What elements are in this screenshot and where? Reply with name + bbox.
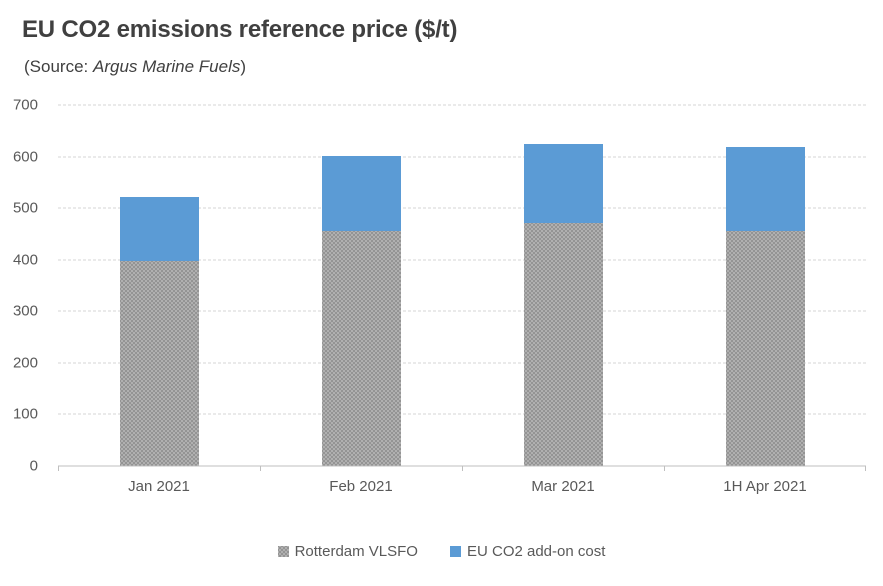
bar-jan-2021 <box>119 196 199 466</box>
y-tick-label-700: 700 <box>12 96 38 114</box>
gridline-600 <box>58 156 866 158</box>
gridline-700 <box>58 104 866 106</box>
gridline-100 <box>58 413 866 415</box>
category-slot-feb-2021 <box>260 105 462 466</box>
gridline-300 <box>58 310 866 312</box>
bar-segment-rotterdam-vlsfo-feb-2021 <box>321 230 401 466</box>
subtitle-source: Argus Marine Fuels <box>92 57 241 76</box>
x-axis-tick <box>865 466 866 471</box>
x-axis-tick <box>260 466 261 471</box>
bars <box>58 105 866 466</box>
x-tick-label-mar-2021: Mar 2021 <box>531 478 595 495</box>
x-tick-label-1h-apr-2021: 1H Apr 2021 <box>723 478 807 495</box>
category-slot-mar-2021 <box>462 105 664 466</box>
legend-label-eu-co2-add-on-cost: EU CO2 add-on cost <box>466 543 606 560</box>
gridline-200 <box>58 362 866 364</box>
bar-segment-eu-co2-add-on-cost-mar-2021 <box>523 144 603 223</box>
y-tick-label-500: 500 <box>12 199 38 217</box>
bar-segment-rotterdam-vlsfo-1h-apr-2021 <box>725 231 805 466</box>
category-slot-jan-2021 <box>58 105 260 466</box>
y-tick-label-0: 0 <box>29 457 38 475</box>
y-tick-label-100: 100 <box>12 405 38 423</box>
y-axis-labels: 0 100 200 300 400 500 600 700 <box>0 97 46 475</box>
bar-feb-2021 <box>321 156 401 466</box>
plot-area <box>58 104 866 467</box>
legend-item-eu-co2-add-on-cost: EU CO2 add-on cost <box>449 543 606 560</box>
y-tick-label-300: 300 <box>12 302 38 320</box>
y-tick-label-400: 400 <box>12 251 38 269</box>
y-tick-label-600: 600 <box>12 148 38 166</box>
bar-segment-eu-co2-add-on-cost-1h-apr-2021 <box>725 146 805 232</box>
bar-segment-rotterdam-vlsfo-jan-2021 <box>119 261 199 466</box>
legend-item-rotterdam-vlsfo: Rotterdam VLSFO <box>277 543 418 560</box>
legend-swatch-rotterdam-vlsfo <box>277 546 289 557</box>
x-axis-tick <box>462 466 463 471</box>
x-axis-tick <box>58 466 59 471</box>
subtitle-prefix: (Source: <box>24 57 93 76</box>
legend: Rotterdam VLSFO EU CO2 add-on cost <box>0 543 883 560</box>
legend-swatch-eu-co2-add-on-cost <box>449 546 461 557</box>
bar-mar-2021 <box>523 144 603 466</box>
chart-subtitle: (Source: Argus Marine Fuels) <box>24 57 246 77</box>
x-axis-labels: Jan 2021 Feb 2021 Mar 2021 1H Apr 2021 <box>58 478 866 495</box>
bar-segment-eu-co2-add-on-cost-feb-2021 <box>321 156 401 231</box>
x-tick-label-feb-2021: Feb 2021 <box>329 478 393 495</box>
legend-label-rotterdam-vlsfo: Rotterdam VLSFO <box>294 543 418 560</box>
gridline-500 <box>58 207 866 209</box>
category-slot-1h-apr-2021 <box>664 105 866 466</box>
bar-1h-apr-2021 <box>725 146 805 466</box>
subtitle-suffix: ) <box>240 57 247 76</box>
gridline-400 <box>58 259 866 261</box>
y-tick-label-200: 200 <box>12 354 38 372</box>
gridlines <box>58 104 866 467</box>
x-axis-line <box>58 465 866 467</box>
x-axis-tick <box>664 466 665 471</box>
chart-title: EU CO2 emissions reference price ($/t) <box>22 16 458 43</box>
bar-segment-eu-co2-add-on-cost-jan-2021 <box>119 196 199 262</box>
bar-segment-rotterdam-vlsfo-mar-2021 <box>523 222 603 466</box>
x-axis-ticks <box>58 466 866 472</box>
x-tick-label-jan-2021: Jan 2021 <box>128 478 190 495</box>
